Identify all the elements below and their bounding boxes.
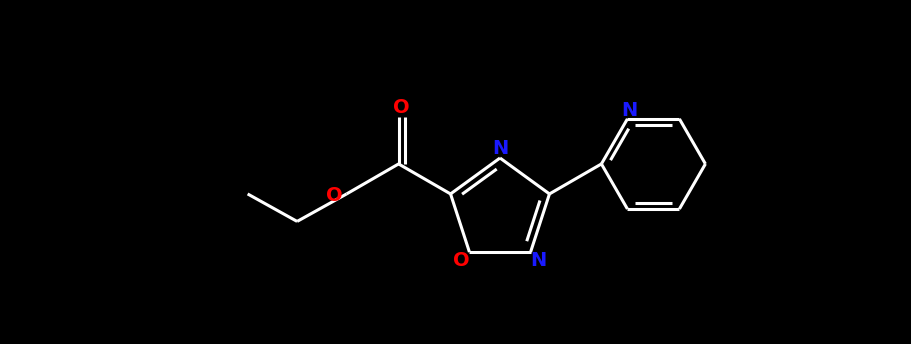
- Text: N: N: [621, 101, 638, 120]
- Text: O: O: [394, 98, 410, 117]
- Text: N: N: [530, 250, 547, 270]
- Text: O: O: [453, 250, 470, 270]
- Text: O: O: [326, 186, 343, 205]
- Text: N: N: [492, 139, 508, 158]
